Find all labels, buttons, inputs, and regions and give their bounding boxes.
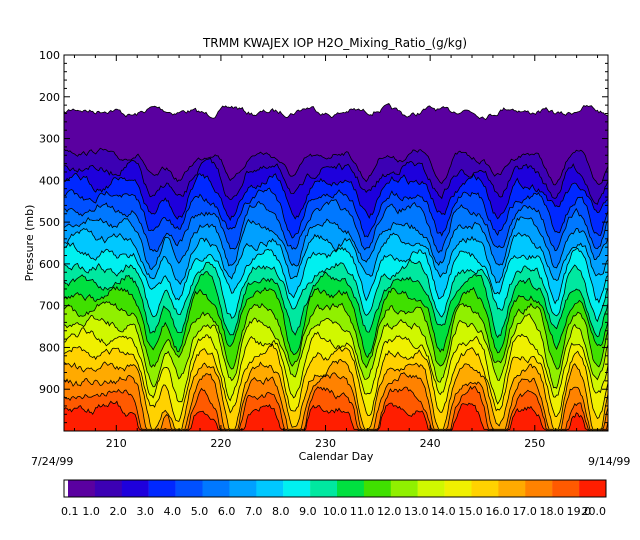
colorbar-swatch <box>579 480 607 497</box>
colorbar-swatch <box>64 480 68 497</box>
contour-line <box>64 385 608 431</box>
colorbar-swatch <box>121 480 149 497</box>
colorbar-swatch <box>68 480 96 497</box>
colorbar-label: 8.0 <box>272 505 290 518</box>
contour-line <box>64 327 608 405</box>
y-tick-label: 800 <box>39 341 60 354</box>
colorbar-swatch <box>552 480 580 497</box>
end-date: 9/14/99 <box>588 455 630 468</box>
y-axis: 100 200 300 400 500 600 700 800 900 <box>39 49 608 424</box>
colorbar-swatch <box>471 480 499 497</box>
colorbar-swatch <box>525 480 553 497</box>
contour-line <box>64 313 608 389</box>
contour-line <box>64 285 608 359</box>
colorbar-label: 16.0 <box>485 505 510 518</box>
x-tick-label: 240 <box>420 437 441 450</box>
colorbar-label: 5.0 <box>191 505 209 518</box>
contour-line <box>64 216 608 271</box>
contour-lines <box>64 103 608 431</box>
colorbar-label: 7.0 <box>245 505 263 518</box>
colorbar-label: 19.0 <box>567 505 592 518</box>
colorbar-swatch <box>148 480 176 497</box>
colorbar-label: 15.0 <box>458 505 483 518</box>
contour-line <box>64 301 608 370</box>
x-tick-label: 230 <box>315 437 336 450</box>
y-axis-label: Pressure (mb) <box>23 205 36 282</box>
x-axis: 210 220 230 240 250 <box>73 55 599 450</box>
colorbar-swatch <box>337 480 365 497</box>
colorbar <box>63 479 607 498</box>
colorbar-label: 9.0 <box>299 505 317 518</box>
colorbar-labels: 0.1 1.0 2.0 3.0 4.0 5.0 6.0 7.0 8.0 9.0 10.0 11.0 12… <box>61 505 606 518</box>
colorbar-swatch <box>94 480 122 497</box>
colorbar-swatch <box>417 480 445 497</box>
colorbar-label: 10.0 <box>323 505 348 518</box>
colorbar-label: 2.0 <box>109 505 127 518</box>
y-tick-label: 500 <box>39 216 60 229</box>
y-tick-label: 400 <box>39 174 60 187</box>
x-tick-label: 220 <box>210 437 231 450</box>
contour-line <box>64 343 608 422</box>
y-tick-label: 200 <box>39 91 60 104</box>
contour-line <box>64 358 608 430</box>
colorbar-label: 12.0 <box>377 505 402 518</box>
contour-line <box>64 258 608 323</box>
colorbar-swatch <box>283 480 311 497</box>
contour-line <box>64 242 608 305</box>
y-tick-label: 900 <box>39 383 60 396</box>
colorbar-swatch <box>310 480 338 497</box>
y-tick-label: 300 <box>39 133 60 146</box>
colorbar-label: 13.0 <box>404 505 429 518</box>
colorbar-label: 3.0 <box>137 505 155 518</box>
contour-line <box>64 172 608 222</box>
colorbar-label: 20.0 <box>582 505 607 518</box>
colorbar-label: 6.0 <box>218 505 236 518</box>
contour-line <box>64 157 608 205</box>
colorbar-label: 0.1 <box>61 505 79 518</box>
colorbar-label: 18.0 <box>540 505 565 518</box>
colorbar-label: 1.0 <box>82 505 100 518</box>
colorbar-swatch <box>175 480 203 497</box>
colorbar-swatch <box>256 480 284 497</box>
start-date: 7/24/99 <box>31 455 73 468</box>
colorbar-swatch <box>202 480 230 497</box>
x-axis-label: Calendar Day <box>299 450 374 463</box>
y-tick-label: 100 <box>39 49 60 62</box>
contour-line <box>64 400 608 431</box>
colorbar-swatch <box>390 480 418 497</box>
y-tick-label: 700 <box>39 300 60 313</box>
contour-line <box>64 199 608 254</box>
contour-line <box>64 271 608 339</box>
contour-line <box>64 187 608 239</box>
x-tick-label: 250 <box>524 437 545 450</box>
chart-title: TRMM KWAJEX IOP H2O_Mixing_Ratio_(g/kg) <box>202 36 467 50</box>
contour-line <box>64 147 608 186</box>
y-tick-label: 600 <box>39 258 60 271</box>
contour-line <box>64 227 608 286</box>
colorbar-label: 11.0 <box>350 505 375 518</box>
colorbar-frame <box>63 479 607 498</box>
colorbar-label: 17.0 <box>512 505 537 518</box>
colorbar-swatch <box>363 480 391 497</box>
x-tick-label: 210 <box>106 437 127 450</box>
colorbar-swatch <box>444 480 472 497</box>
plot-frame <box>63 54 609 432</box>
colorbar-label: 4.0 <box>164 505 182 518</box>
contour-line <box>64 103 608 121</box>
colorbar-swatch <box>229 480 257 497</box>
colorbar-label: 14.0 <box>431 505 456 518</box>
colorbar-swatch <box>498 480 526 497</box>
contour-band <box>64 401 608 431</box>
